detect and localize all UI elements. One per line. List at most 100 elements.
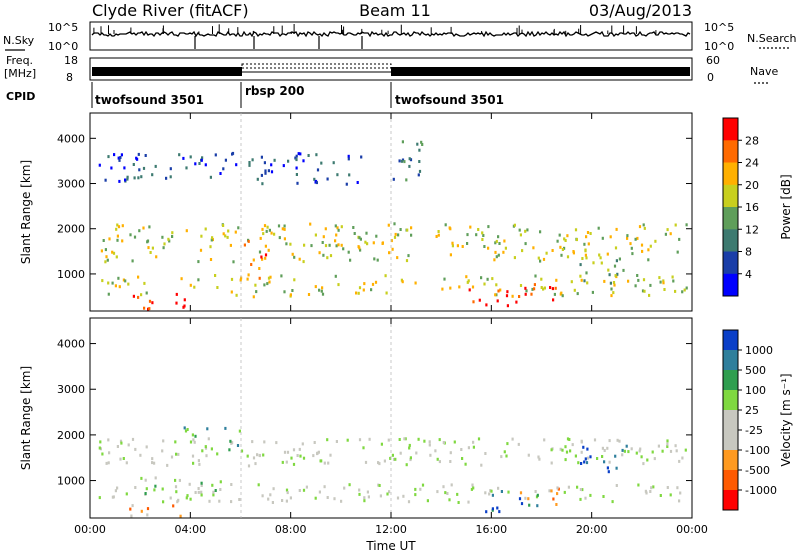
velocity-cell	[444, 491, 447, 495]
velocity-cell	[194, 434, 197, 438]
power-cell	[556, 239, 559, 243]
power-cell	[563, 237, 566, 241]
power-cell	[589, 232, 592, 235]
power-cell	[449, 286, 452, 290]
velocity-cell	[630, 447, 633, 451]
velocity-cell	[313, 441, 316, 444]
velocity-cell	[364, 460, 368, 464]
power-cell	[671, 275, 674, 279]
velocity-cell	[409, 458, 412, 462]
velocity-colorbar-swatch	[723, 410, 738, 431]
velocity-cell	[192, 438, 195, 442]
power-cell	[458, 285, 461, 289]
velocity-cell	[326, 438, 329, 442]
power-cell	[533, 283, 536, 287]
power-cell	[360, 155, 363, 159]
velocity-cell	[567, 485, 570, 489]
velocity-cell	[402, 494, 405, 498]
velocity-cell	[120, 441, 123, 445]
power-cell	[307, 293, 311, 296]
velocity-cell	[669, 449, 673, 453]
power-colorbar-tick-label: 8	[745, 246, 752, 259]
power-cell	[250, 263, 253, 266]
power-cell	[261, 257, 264, 261]
power-cell	[648, 293, 651, 297]
power-cell	[643, 226, 646, 230]
power-cell	[664, 232, 667, 236]
velocity-cell	[666, 439, 669, 443]
power-cell	[403, 160, 406, 164]
velocity-cell	[438, 460, 441, 464]
power-cell	[264, 171, 267, 175]
velocity-cell	[471, 483, 474, 487]
velocity-cell	[358, 488, 361, 492]
velocity-cell	[99, 447, 102, 451]
velocity-cell	[323, 461, 326, 465]
power-cell	[685, 286, 688, 290]
velocity-cell	[611, 500, 614, 504]
power-cell	[606, 252, 609, 256]
power-cell	[444, 223, 447, 227]
power-cell	[151, 173, 154, 177]
velocity-cell	[585, 461, 589, 465]
power-cell	[503, 239, 506, 243]
velocity-cell	[386, 492, 389, 496]
velocity-cell	[191, 433, 194, 437]
power-cell	[260, 155, 263, 159]
power-cell	[353, 232, 356, 235]
velocity-cell	[377, 461, 380, 465]
power-cell	[283, 290, 286, 294]
velocity-cell	[151, 457, 154, 461]
velocity-cell	[639, 447, 642, 451]
power-cell	[418, 169, 422, 173]
velocity-cell	[652, 485, 655, 489]
power-cell	[518, 228, 521, 232]
cpid-segment-1: twofsound 3501	[95, 93, 204, 107]
power-cell	[167, 237, 170, 241]
velocity-cell	[230, 483, 233, 486]
power-cell	[232, 260, 235, 264]
power-cell	[627, 279, 630, 283]
power-cell	[314, 285, 317, 289]
freq-trace-right	[391, 67, 690, 76]
velocity-cell	[615, 466, 618, 470]
power-cell	[295, 158, 298, 162]
power-cell	[189, 283, 192, 287]
power-cell	[524, 229, 527, 233]
power-cell	[321, 292, 325, 296]
power-cell	[169, 175, 172, 179]
power-cell	[267, 248, 270, 252]
velocity-colorbar-tick-label: 25	[745, 404, 759, 417]
velocity-cell	[194, 491, 197, 494]
velocity-cell	[589, 455, 592, 459]
velocity-cell	[366, 490, 369, 494]
velocity-cell	[162, 439, 165, 443]
velocity-cell	[200, 484, 203, 487]
power-cell	[532, 246, 535, 250]
velocity-cell	[602, 495, 605, 498]
power-cell	[393, 222, 396, 226]
velocity-cell	[389, 456, 392, 460]
power-cell	[148, 299, 152, 303]
power-cell	[376, 258, 379, 262]
velocity-cell	[134, 447, 137, 451]
power-cell	[115, 227, 118, 231]
power-cell	[355, 291, 358, 295]
power-cell	[487, 246, 490, 250]
velocity-colorbar-tick-label: -25	[745, 424, 763, 437]
velocity-cell	[183, 426, 186, 430]
power-cell	[417, 173, 420, 177]
power-cell	[193, 285, 196, 289]
cpid-segment-2: rbsp 200	[245, 84, 304, 98]
power-cell	[393, 235, 397, 239]
power-cell	[481, 238, 484, 241]
power-cell	[116, 234, 119, 238]
power-cell	[329, 254, 333, 258]
power-cell	[243, 243, 246, 247]
velocity-cell	[362, 446, 365, 450]
power-cell	[337, 283, 340, 287]
power-cell	[263, 283, 266, 287]
power-cell	[281, 227, 284, 231]
power-colorbar-swatch	[723, 229, 738, 252]
velocity-cell	[503, 450, 506, 454]
